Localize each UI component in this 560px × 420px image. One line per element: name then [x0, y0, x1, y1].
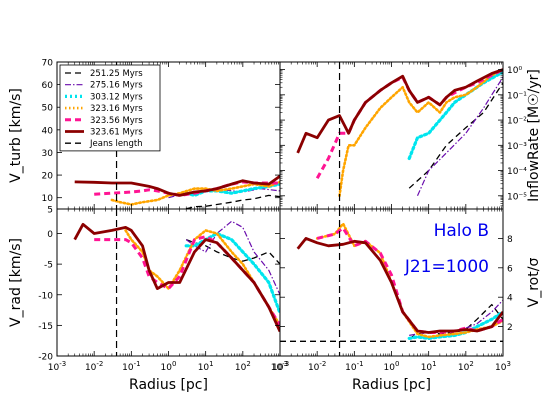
series-line — [338, 68, 503, 198]
y-tick-label: 6 — [507, 264, 513, 274]
x-axis-label: Radius [pc] — [129, 377, 208, 393]
x-tick-label: 10-3 — [48, 360, 66, 373]
annotation-text: J21=1000 — [404, 257, 489, 277]
y-tick-label: 5 — [47, 206, 53, 216]
y-tick-label: 20 — [42, 172, 54, 182]
series-line — [184, 231, 280, 315]
series-line — [408, 82, 503, 189]
series-line — [110, 180, 280, 206]
series-line — [296, 68, 503, 154]
y-tick-label: 2 — [507, 323, 513, 333]
y-tick-label: 10⁻² — [507, 117, 527, 127]
y-axis-label: V_rot/σ — [526, 258, 542, 308]
x-tick-label: 100 — [384, 360, 400, 373]
series-group — [296, 68, 503, 198]
x-tick-label: 101 — [198, 360, 214, 373]
y-tick-label: 10 — [42, 194, 54, 204]
x-tick-label: 10-3 — [271, 360, 289, 373]
series-group — [280, 222, 503, 342]
x-tick-label: 10-2 — [308, 360, 326, 373]
y-tick-label: 70 — [42, 59, 54, 69]
x-tick-label: 102 — [458, 360, 474, 373]
y-tick-label: 50 — [42, 104, 54, 114]
panel-bottom-right: 10-3 10-2 10-1 100 101 102 103 2 4 6 8 Radius [pc] V… — [271, 208, 542, 393]
x-tick-label: 102 — [235, 360, 251, 373]
y-axis-label: V_turb [km/s] — [8, 88, 24, 183]
y-tick-label: 4 — [507, 294, 513, 304]
series-line — [73, 222, 280, 333]
legend-entry: 323.16 Myrs — [90, 104, 143, 114]
legend-entry: 303.12 Myrs — [90, 92, 143, 102]
y-tick-label: 10⁻⁵ — [507, 192, 527, 202]
y-tick-label: -15 — [38, 322, 53, 332]
series-line — [74, 175, 280, 197]
y-tick-label: -5 — [44, 261, 53, 271]
legend-entry: 323.61 Myrs — [90, 128, 143, 138]
legend-entry: 275.16 Myrs — [90, 81, 143, 91]
x-tick-label: 10-1 — [345, 360, 363, 373]
legend-entry: 323.56 Myrs — [90, 116, 143, 126]
panel-top-right: 10⁻⁵ 10⁻⁴ 10⁻³ 10⁻² 10⁻¹ 10⁰ InflowRate [M☉/yr… — [279, 61, 542, 210]
series-group — [73, 220, 280, 333]
y-tick-label: 0 — [47, 230, 53, 240]
x-tick-label: 103 — [495, 360, 511, 373]
y-tick-label: 30 — [42, 149, 54, 159]
y-tick-label: 40 — [42, 126, 54, 136]
series-line — [296, 236, 503, 334]
y-tick-label: 8 — [507, 235, 513, 245]
y-tick-label: 10⁻¹ — [507, 91, 527, 101]
y-tick-label: 60 — [42, 81, 54, 91]
legend-entry: 251.25 Myrs — [90, 69, 143, 79]
legend-entry: Jeans length — [89, 139, 143, 149]
panel-bottom-left: 10-3 10-2 10-1 100 101 102 103 -20 -15 -10 -5 0 Radi… — [8, 208, 288, 393]
series-line — [186, 194, 280, 209]
series-group — [74, 175, 280, 209]
x-tick-label: 103 — [272, 360, 288, 373]
y-axis-label: InflowRate [M☉/yr] — [526, 69, 542, 202]
series-line — [416, 76, 503, 197]
series-line — [409, 299, 503, 336]
y-axis-label: V_rad [km/s] — [8, 238, 24, 327]
y-tick-label: 10⁰ — [507, 66, 522, 76]
y-tick-label: -10 — [38, 291, 53, 301]
series-line — [407, 70, 503, 161]
x-tick-label: 10-1 — [122, 360, 140, 373]
y-tick-label: 10⁻⁴ — [507, 167, 527, 177]
legend-box — [59, 64, 161, 152]
x-tick-label: 100 — [161, 360, 177, 373]
series-line — [407, 310, 503, 340]
annotation-text: Halo B — [434, 221, 489, 241]
x-tick-label: 10-2 — [85, 360, 103, 373]
y-tick-label: 10⁻³ — [507, 142, 527, 152]
x-axis-label: Radius [pc] — [352, 377, 431, 393]
x-tick-label: 101 — [421, 360, 437, 373]
y-tick-label: -20 — [38, 353, 53, 363]
